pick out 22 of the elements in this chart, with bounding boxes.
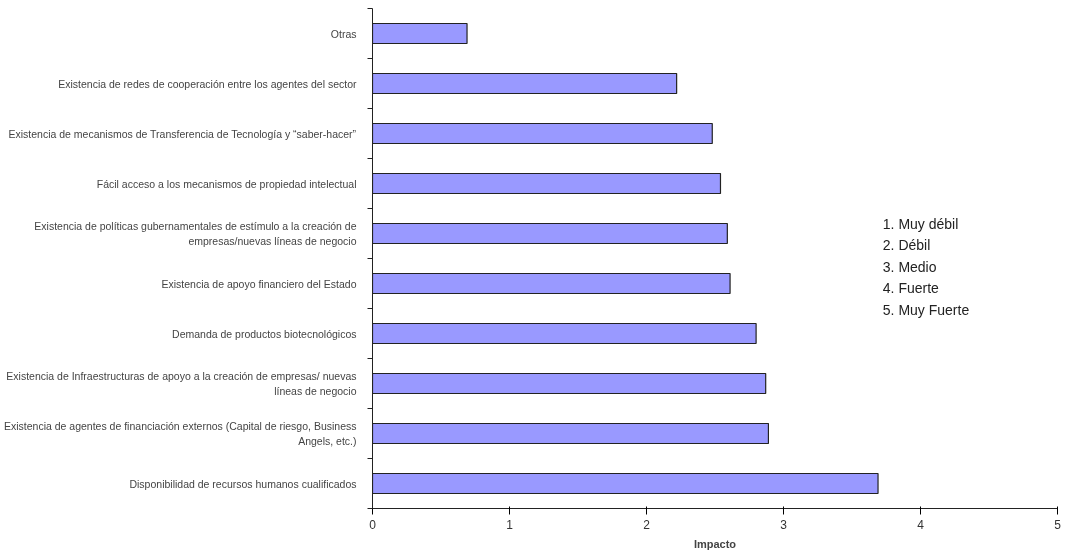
y-tick-label: Fácil acceso a los mecanismos de propiedad intelectual [96,177,357,190]
annotation: 5. Muy Fuerte [882,301,970,318]
y-tick-label: Existencia de políticas gubernamentales de estímulo a la creación de empresas/nuevas líneas de negocio [34,220,357,247]
x-tick-label: 1 [506,517,514,532]
y-tick-label: Existencia de mecanismos de Transferencia de Tecnología y “saber-hacer” [8,127,357,140]
x-axis-title: Impacto [693,537,737,550]
x-tick-label: 0 [369,517,377,532]
y-tick-label: Existencia de Infraestructuras de apoyo a la creación de empresas/ nuevas líneas de negocio [6,370,357,397]
y-tick-label: Existencia de apoyo financiero del Estado [161,277,357,290]
y-tick-label: Existencia de redes de cooperación entre los agentes del sector [58,77,357,90]
x-tick-label: 4 [917,517,925,532]
x-tick-label: 3 [780,517,788,532]
annotation: 3. Medio [882,258,937,275]
y-tick-label: Otras [330,27,357,40]
y-tick-label: Disponibilidad de recursos humanos cualificados [129,477,357,490]
y-tick-label: Existencia de agentes de financiación externos (Capital de riesgo, Business Angels, etc.) [3,420,357,447]
x-tick-label: 5 [1054,517,1062,532]
annotation: 2. Débil [882,237,931,253]
y-tick-label: Demanda de productos biotecnológicos [172,327,357,340]
annotation: 1. Muy débil [882,215,959,232]
x-tick-label: 2 [643,517,651,532]
annotation: 4. Fuerte [882,280,940,296]
